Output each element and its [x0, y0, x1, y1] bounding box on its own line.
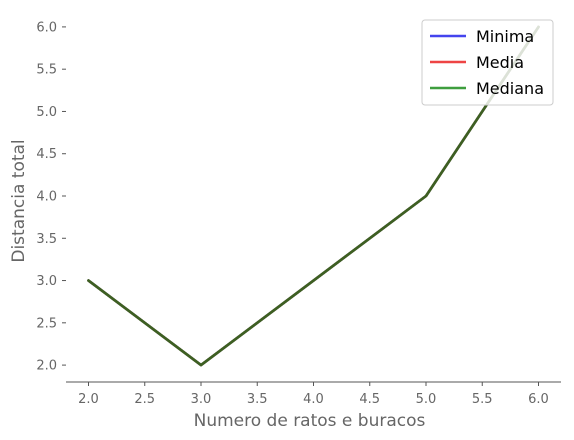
- y-tick-label: 2.0: [36, 359, 57, 374]
- y-tick-label: 6.0: [36, 20, 57, 35]
- x-tick-label: 2.0: [78, 392, 99, 407]
- x-tick-label: 4.5: [359, 392, 380, 407]
- x-tick-label: 4.0: [303, 392, 324, 407]
- series-overlap-line: [87, 25, 540, 367]
- x-tick-label: 5.0: [416, 392, 437, 407]
- y-tick-label: 5.5: [36, 63, 57, 78]
- legend-label-media: Media: [476, 53, 524, 72]
- legend-label-minima: Minima: [476, 27, 534, 46]
- x-tick-label: 3.0: [191, 392, 212, 407]
- legend-label-mediana: Mediana: [476, 79, 544, 98]
- y-tick-label: 3.0: [36, 274, 57, 289]
- x-tick-label: 2.5: [134, 392, 155, 407]
- legend-box: [421, 19, 554, 106]
- axes-layer: 2.0 2.5 3.0 3.5 4.0 4.5 5.0 5.5 6.0 2.0 2.5 3.0 3.5 4…: [9, 20, 561, 431]
- x-tick-label: 5.5: [472, 392, 493, 407]
- y-tick-label: 2.5: [36, 316, 57, 331]
- y-axis-label: Distancia total: [9, 139, 29, 262]
- y-tick-label: 5.0: [36, 105, 57, 120]
- y-tick-label: 3.5: [36, 232, 57, 247]
- y-tick-label: 4.0: [36, 190, 57, 205]
- legend: Minima Media Mediana: [421, 19, 554, 106]
- series-layer: [87, 25, 540, 367]
- x-tick-label: 6.0: [528, 392, 549, 407]
- y-tick-label: 4.5: [36, 147, 57, 162]
- x-axis-label: Numero de ratos e buracos: [194, 411, 426, 431]
- x-tick-label: 3.5: [247, 392, 268, 407]
